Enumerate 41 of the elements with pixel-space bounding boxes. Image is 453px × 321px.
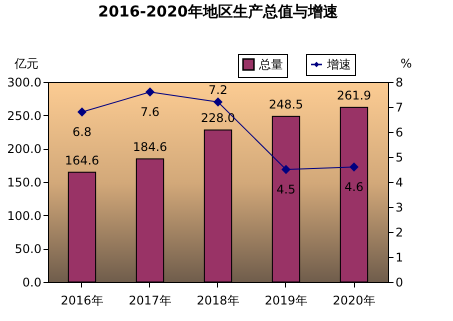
y2-tick-label: 4 [396, 176, 404, 190]
point [350, 162, 358, 172]
x-tick-label: 2020年 [332, 294, 376, 308]
y2-tick-label: 0 [396, 276, 404, 290]
y2-tick-label: 6 [396, 126, 404, 140]
y-tick-label: 50.0 [14, 242, 42, 256]
x-tick-label: 2016年 [60, 294, 104, 308]
y2-tick-label: 3 [396, 200, 404, 214]
x-tick-label: 2019年 [264, 294, 308, 308]
y2-tick-label: 7 [396, 100, 404, 114]
y-tick-label: 150.0 [7, 176, 42, 190]
legend-label: 总量 [258, 58, 283, 72]
y-tick-label: 300.0 [7, 76, 42, 90]
point [214, 98, 222, 106]
y2-tick-label: 5 [396, 150, 404, 164]
data-label: 4.6 [344, 180, 364, 194]
point [146, 88, 154, 96]
x-tick-label: 2017年 [128, 294, 172, 308]
data-label: 4.5 [276, 182, 296, 196]
data-label: 261.9 [336, 88, 372, 102]
y-axis-title: 亿元 [14, 56, 38, 70]
x-tick-label: 2018年 [196, 294, 240, 308]
data-label: 164.6 [64, 153, 100, 168]
y2-axis-title: % [400, 56, 412, 70]
y-tick-label: 250.0 [7, 108, 42, 123]
y-tick-label: 100.0 [7, 208, 42, 223]
y-tick-label: 200.0 [7, 142, 42, 156]
data-label: 228.0 [200, 111, 236, 125]
data-label: 6.8 [72, 125, 92, 139]
point [78, 108, 86, 116]
y2-tick-label: 8 [396, 76, 404, 90]
y-tick-label: 0.0 [22, 276, 42, 290]
data-label: 7.6 [140, 105, 160, 119]
data-label: 7.2 [208, 83, 228, 97]
point [282, 165, 290, 174]
chart-title: 2016-2020年地区生产总值与增速 [98, 2, 339, 20]
y2-tick-label: 1 [396, 250, 404, 264]
data-label: 184.6 [132, 140, 168, 154]
y2-tick-label: 2 [396, 226, 404, 240]
legend-label: 增速 [326, 58, 351, 72]
data-label: 248.5 [268, 97, 304, 112]
